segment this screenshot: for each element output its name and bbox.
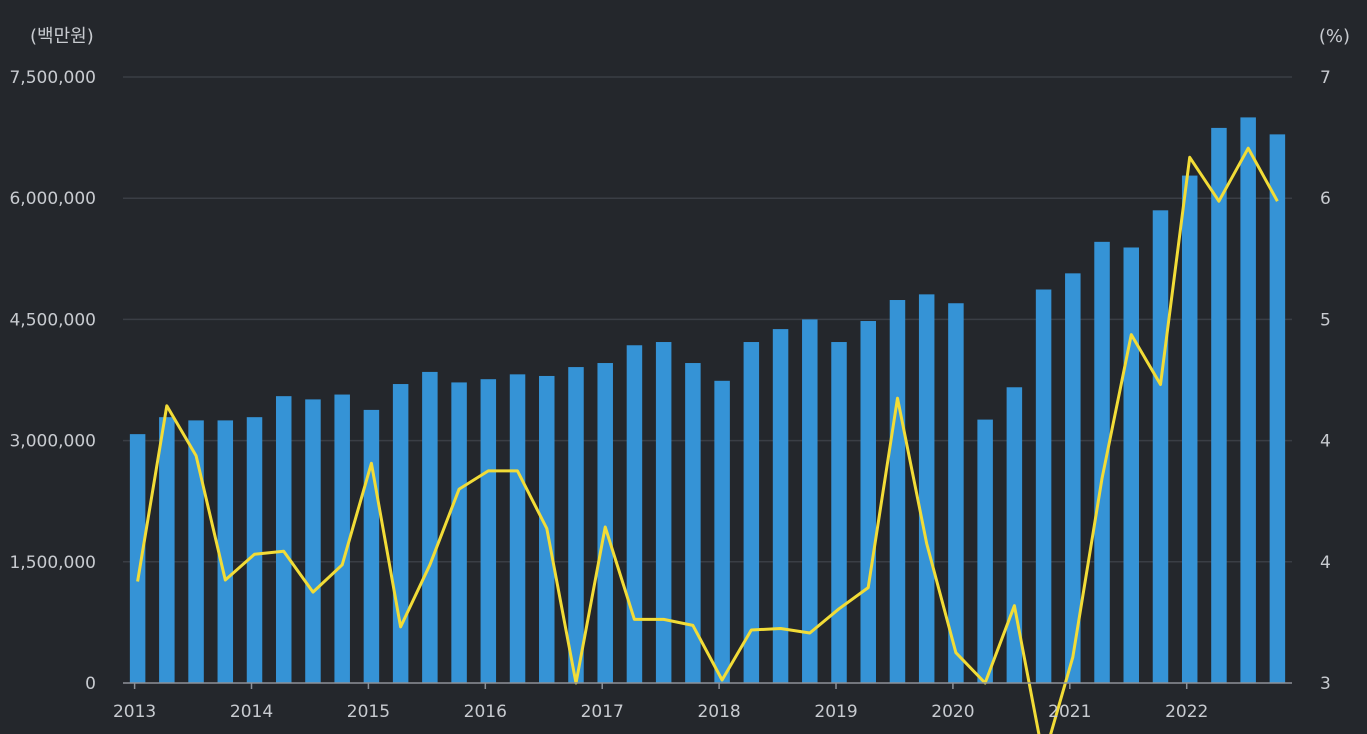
bar [568, 367, 584, 683]
bar [1269, 134, 1286, 684]
bar [422, 371, 438, 683]
right-axis-unit: (%) [1319, 26, 1350, 47]
bar [597, 363, 613, 683]
bar [1152, 210, 1169, 683]
bar [451, 382, 467, 683]
bar-series [129, 117, 1286, 684]
bar [334, 394, 350, 683]
bar [1094, 241, 1110, 683]
bar [1065, 273, 1081, 683]
bar [217, 420, 234, 683]
bar [305, 399, 321, 683]
right-y-tick-label: 5 [1320, 310, 1331, 330]
bar [480, 379, 497, 683]
bar [392, 384, 409, 683]
left-y-tick-label: 3,000,000 [9, 432, 96, 452]
bar [246, 417, 263, 683]
right-y-tick-label: 6 [1320, 189, 1331, 209]
bar [188, 420, 204, 683]
bar [655, 342, 672, 683]
x-tick-label: 2014 [230, 702, 273, 722]
bar [831, 342, 847, 683]
x-tick-label: 2021 [1048, 702, 1091, 722]
bar [1123, 247, 1140, 683]
bar [977, 419, 993, 683]
right-y-tick-label: 4 [1320, 432, 1331, 452]
bar [860, 321, 876, 683]
left-y-axis: 0 1,500,000 3,000,000 4,500,000 6,000,000 7,5… [9, 68, 96, 694]
x-tick-label: 2022 [1165, 702, 1208, 722]
bar [772, 329, 789, 683]
bar [1240, 117, 1256, 683]
x-tick-label: 2016 [464, 702, 507, 722]
x-tick-label: 2020 [931, 702, 974, 722]
bar [509, 374, 526, 683]
bar [626, 345, 643, 683]
x-tick-label: 2013 [113, 702, 156, 722]
bar [1006, 387, 1023, 683]
bar [889, 300, 906, 683]
x-axis: 2013 2014 2015 2016 2017 2018 2019 2020 2021 2022 [113, 683, 1208, 722]
bar [685, 363, 701, 683]
bar [918, 294, 935, 683]
bar [743, 342, 760, 683]
grid-lines [123, 76, 1292, 563]
left-y-tick-label: 6,000,000 [9, 189, 96, 209]
x-tick-label: 2018 [697, 702, 740, 722]
bar [802, 319, 818, 683]
line-series [136, 146, 1279, 734]
left-y-tick-label: 1,500,000 [9, 553, 96, 573]
bar [1181, 175, 1198, 684]
right-y-tick-label: 7 [1320, 68, 1331, 88]
bar [159, 417, 175, 683]
left-y-tick-label: 4,500,000 [9, 310, 96, 330]
bar [1211, 127, 1227, 684]
x-tick-label: 2015 [347, 702, 390, 722]
bar [714, 380, 730, 683]
right-y-tick-label: 3 [1320, 674, 1331, 694]
bar [1035, 289, 1052, 683]
bar [129, 434, 146, 683]
bar [948, 303, 964, 683]
left-y-tick-label: 0 [85, 674, 96, 694]
bar [363, 409, 380, 683]
x-tick-label: 2019 [814, 702, 857, 722]
x-tick-label: 2017 [581, 702, 624, 722]
right-y-tick-label: 4 [1320, 553, 1331, 573]
right-y-axis: 3 4 4 5 6 7 [1320, 68, 1331, 694]
bar [275, 396, 292, 683]
left-y-tick-label: 7,500,000 [9, 68, 96, 88]
left-axis-unit: (백만원) [30, 26, 94, 47]
